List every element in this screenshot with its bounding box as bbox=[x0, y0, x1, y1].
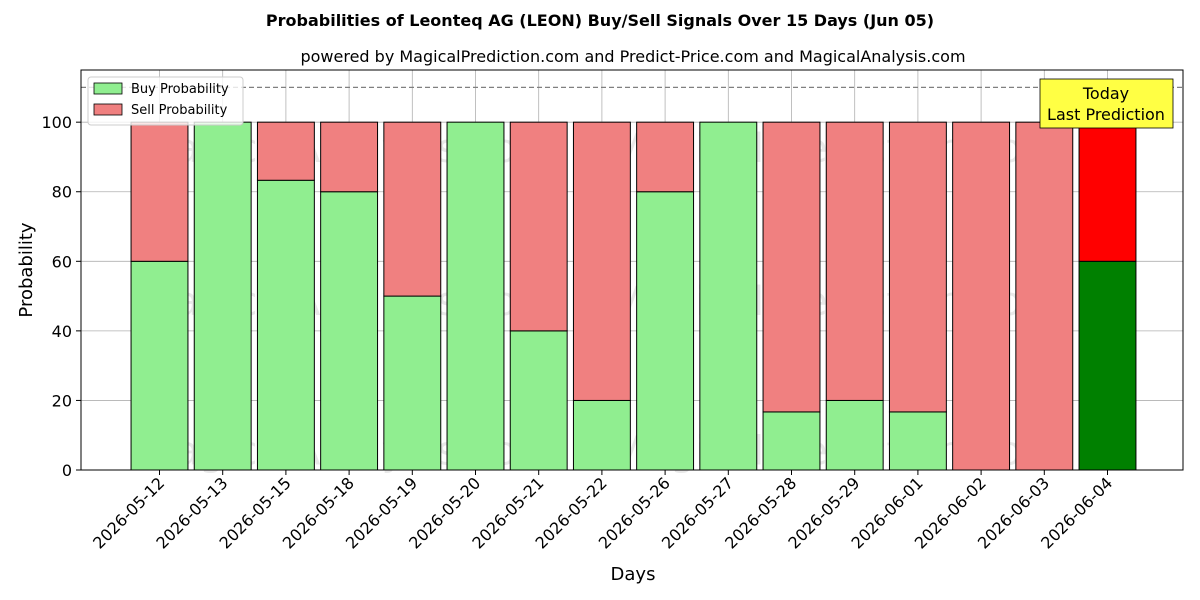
bar-sell-2026-05-12 bbox=[130, 121, 189, 262]
bar-sell-2026-05-21 bbox=[509, 121, 568, 332]
y-tick-label: 60 bbox=[52, 252, 72, 271]
bars-layer bbox=[130, 121, 1137, 471]
chart-title: Probabilities of Leonteq AG (LEON) Buy/S… bbox=[266, 11, 934, 30]
legend-box bbox=[87, 76, 244, 126]
y-tick-label: 100 bbox=[41, 113, 72, 132]
bar-sell-2026-06-04 bbox=[1078, 121, 1137, 262]
today-annotation: Today Last Prediction bbox=[1039, 78, 1174, 129]
bar-sell-2026-05-15 bbox=[256, 121, 315, 181]
annotation-box bbox=[1039, 78, 1174, 129]
bar-buy-2026-05-29 bbox=[825, 399, 884, 471]
bar-sell-2026-05-22 bbox=[572, 121, 631, 401]
y-tick-label: 40 bbox=[52, 322, 72, 341]
bar-buy-2026-05-12 bbox=[130, 260, 189, 471]
x-axis-label: Days bbox=[611, 564, 656, 585]
bar-buy-2026-05-22 bbox=[572, 399, 631, 471]
y-axis-label: Probability bbox=[16, 222, 37, 317]
bar-buy-2026-05-20 bbox=[446, 121, 505, 471]
bar-buy-2026-06-04 bbox=[1078, 260, 1137, 471]
bar-buy-2026-05-19 bbox=[383, 295, 442, 471]
bar-sell-2026-06-01 bbox=[888, 121, 947, 413]
bar-sell-2026-06-02 bbox=[952, 121, 1011, 471]
y-tick-label: 0 bbox=[62, 461, 72, 480]
bar-sell-2026-05-18 bbox=[320, 121, 379, 193]
bar-buy-2026-05-28 bbox=[762, 411, 821, 471]
y-axis-ticks: 0 20 40 60 80 100 bbox=[41, 113, 81, 480]
bar-buy-2026-05-26 bbox=[636, 191, 695, 471]
bar-buy-2026-05-18 bbox=[320, 191, 379, 471]
annotation-line-last-prediction: Last Prediction bbox=[1047, 105, 1165, 124]
chart-subtitle: powered by MagicalPrediction.com and Pre… bbox=[300, 47, 965, 66]
bar-buy-2026-06-01 bbox=[888, 411, 947, 471]
legend-sell-swatch bbox=[93, 103, 123, 116]
plot-frame bbox=[80, 69, 1184, 471]
y-tick-label: 20 bbox=[52, 391, 72, 410]
legend-sell-label: Sell Probability bbox=[131, 103, 228, 118]
bar-sell-2026-05-19 bbox=[383, 121, 442, 297]
annotation-line-today: Today bbox=[1082, 84, 1129, 103]
legend: Buy Probability Sell Probability bbox=[87, 76, 244, 126]
bar-buy-2026-05-15 bbox=[256, 179, 315, 471]
x-axis-ticks: 2026-05-122026-05-132026-05-152026-05-18… bbox=[89, 470, 1116, 553]
bar-sell-2026-05-26 bbox=[636, 121, 695, 193]
y-tick-label: 80 bbox=[52, 183, 72, 202]
bar-buy-2026-05-13 bbox=[193, 121, 252, 471]
bar-buy-2026-05-21 bbox=[509, 330, 568, 471]
bar-sell-2026-05-29 bbox=[825, 121, 884, 401]
bar-buy-2026-05-27 bbox=[699, 121, 758, 471]
bar-sell-2026-05-28 bbox=[762, 121, 821, 413]
legend-buy-label: Buy Probability bbox=[131, 82, 229, 97]
bar-sell-2026-06-03 bbox=[1015, 121, 1074, 471]
legend-buy-swatch bbox=[93, 82, 123, 95]
